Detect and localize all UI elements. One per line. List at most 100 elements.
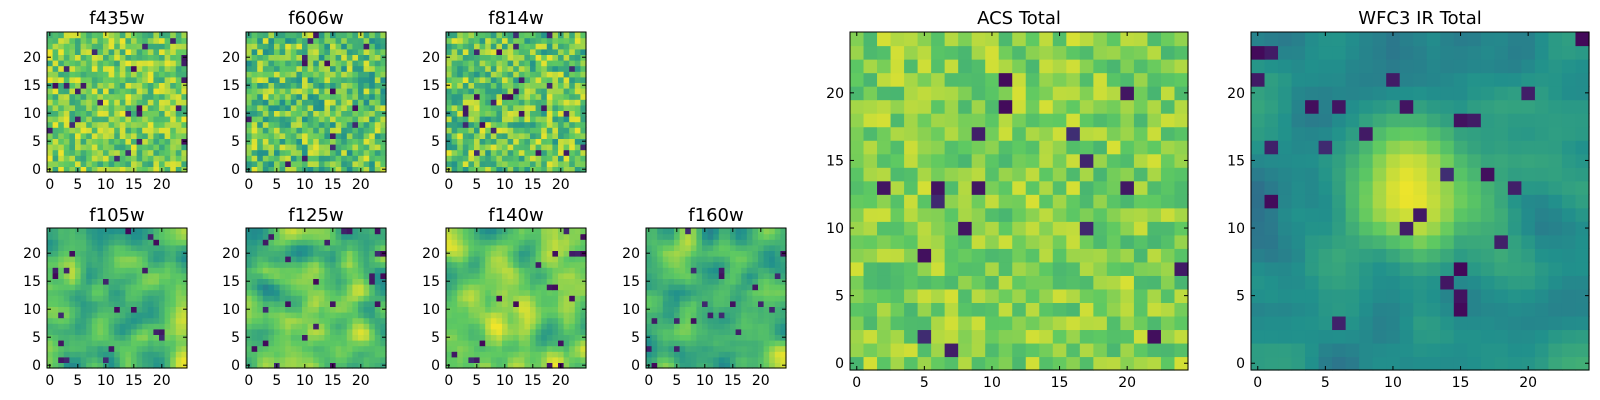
heatmap-cell xyxy=(324,345,331,352)
heatmap-cell xyxy=(91,362,98,369)
heatmap-cell xyxy=(159,317,166,324)
heatmap-cell xyxy=(702,312,709,319)
heatmap-cell xyxy=(468,37,475,44)
heatmap-cell xyxy=(335,138,342,145)
heatmap-cell xyxy=(730,306,737,313)
heatmap-cell xyxy=(496,43,503,50)
heatmap-cell xyxy=(769,334,776,341)
heatmap-cell xyxy=(958,315,973,331)
heatmap-cell xyxy=(80,99,87,106)
heatmap-cell xyxy=(346,244,353,251)
heatmap-cell xyxy=(971,288,986,303)
heatmap-cell xyxy=(917,315,932,331)
heatmap-cell xyxy=(80,340,87,347)
heatmap-cell xyxy=(474,99,481,106)
heatmap-cell xyxy=(374,37,381,44)
heatmap-cell xyxy=(164,267,171,274)
heatmap-cell xyxy=(125,261,132,268)
heatmap-cell xyxy=(335,345,342,352)
heatmap-cell xyxy=(446,149,453,156)
heatmap-cell xyxy=(164,272,171,279)
heatmap-cell xyxy=(850,342,865,358)
heatmap-cell xyxy=(358,48,365,55)
heatmap-cell xyxy=(679,250,686,257)
heatmap-cell xyxy=(552,166,559,173)
heatmap-cell xyxy=(580,121,587,128)
heatmap-cell xyxy=(769,323,776,330)
heatmap-cell xyxy=(468,60,475,67)
heatmap-cell xyxy=(164,104,171,111)
heatmap-cell xyxy=(268,272,275,279)
heatmap-cell xyxy=(58,312,65,319)
heatmap-cell xyxy=(274,82,281,89)
heatmap-cell xyxy=(718,306,725,313)
heatmap-cell xyxy=(75,43,82,50)
heatmap-cell xyxy=(80,65,87,72)
heatmap-cell xyxy=(780,323,787,330)
heatmap-cell xyxy=(490,362,497,369)
heatmap-cell xyxy=(971,221,986,236)
heatmap-cell xyxy=(674,256,681,263)
heatmap-cell xyxy=(769,278,776,285)
heatmap-cell xyxy=(546,312,553,319)
heatmap-cell xyxy=(780,228,787,235)
heatmap-cell xyxy=(374,356,381,363)
heatmap-cell xyxy=(580,71,587,78)
heatmap-cell xyxy=(330,116,337,123)
heatmap-cell xyxy=(335,295,342,302)
heatmap-cell xyxy=(363,328,370,335)
heatmap-cell xyxy=(507,328,514,335)
heatmap-cell xyxy=(490,328,497,335)
heatmap-cell xyxy=(513,351,520,358)
heatmap-cell xyxy=(769,340,776,347)
heatmap-cell xyxy=(380,345,387,352)
heatmap-cell xyxy=(181,233,188,240)
heatmap-cell xyxy=(496,99,503,106)
heatmap-cell xyxy=(75,289,82,296)
heatmap-cell xyxy=(363,323,370,330)
heatmap-cell xyxy=(251,233,258,240)
heatmap-cell xyxy=(574,138,581,145)
heatmap-cell xyxy=(702,272,709,279)
heatmap-cell xyxy=(251,256,258,263)
heatmap-cell xyxy=(75,71,82,78)
heatmap-cell xyxy=(369,32,376,39)
heatmap-cell xyxy=(651,340,658,347)
heatmap-cell xyxy=(296,93,303,100)
heatmap-cell xyxy=(159,116,166,123)
heatmap-cell xyxy=(352,284,359,291)
heatmap-cell xyxy=(546,43,553,50)
heatmap-cell xyxy=(518,88,525,95)
heatmap-cell xyxy=(131,340,138,347)
heatmap-cell xyxy=(52,228,59,235)
heatmap-cell xyxy=(702,300,709,307)
heatmap-cell xyxy=(69,99,76,106)
heatmap-cell xyxy=(175,138,182,145)
heatmap-cell xyxy=(324,351,331,358)
heatmap-cell xyxy=(47,160,54,167)
heatmap-cell xyxy=(724,233,731,240)
heatmap-cell xyxy=(657,228,664,235)
heatmap-cell xyxy=(646,312,653,319)
heatmap-cell xyxy=(780,351,787,358)
heatmap-cell xyxy=(164,65,171,72)
heatmap-cell xyxy=(274,60,281,67)
heatmap-cell xyxy=(159,345,166,352)
heatmap-cell xyxy=(153,312,160,319)
heatmap-cell xyxy=(147,138,154,145)
y-tick-label: 20 xyxy=(23,246,41,262)
heatmap-cell xyxy=(690,267,697,274)
heatmap-cell xyxy=(1012,275,1027,290)
heatmap-cell xyxy=(1133,275,1149,290)
heatmap-cell xyxy=(552,228,559,235)
heatmap-cell xyxy=(108,250,115,257)
heatmap-cell xyxy=(330,93,337,100)
heatmap-cell xyxy=(513,272,520,279)
heatmap-cell xyxy=(75,261,82,268)
heatmap-cell xyxy=(518,43,525,50)
heatmap-cell xyxy=(502,88,509,95)
heatmap-cell xyxy=(558,356,565,363)
heatmap-cell xyxy=(164,300,171,307)
heatmap-cell xyxy=(535,116,542,123)
heatmap-cell xyxy=(69,340,76,347)
